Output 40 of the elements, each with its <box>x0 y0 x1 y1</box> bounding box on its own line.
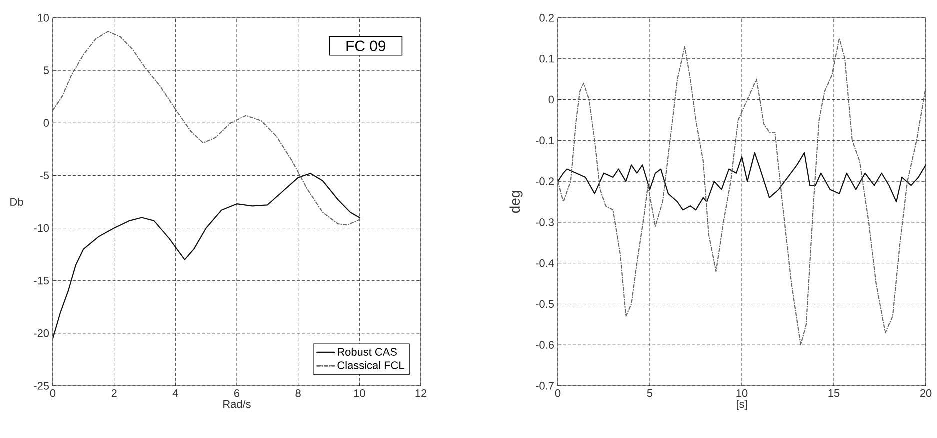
x-tick-label: 12 <box>416 390 427 398</box>
x-tick-label: 10 <box>736 390 748 398</box>
y-tick-label: 10 <box>38 14 50 22</box>
y-axis-title: deg <box>510 191 523 214</box>
y-tick-label: -25 <box>34 382 50 390</box>
y-tick-label: 5 <box>44 66 50 74</box>
x-tick-label: 10 <box>354 390 366 398</box>
y-tick-label: -0.4 <box>536 259 554 268</box>
y-tick-label: -20 <box>34 330 50 338</box>
y-tick-label: 0.2 <box>540 14 554 22</box>
y-tick-label: -0.2 <box>536 178 554 186</box>
y-tick-label: -0.1 <box>536 136 554 145</box>
x-tick-label: 0 <box>50 390 56 398</box>
legend-label: Classical FCL <box>338 361 404 370</box>
line-series <box>558 38 926 346</box>
x-axis-title: [s] <box>737 400 748 410</box>
x-tick-label: 0 <box>555 390 561 398</box>
y-tick-label: -15 <box>34 277 50 285</box>
x-tick-label: 8 <box>296 390 301 398</box>
x-tick-label: 4 <box>172 390 178 398</box>
line-series <box>53 173 360 340</box>
x-tick-label: 15 <box>828 390 840 398</box>
y-tick-label: -0.6 <box>536 341 554 349</box>
x-tick-label: 20 <box>920 390 932 398</box>
y-tick-label: 0 <box>44 119 50 128</box>
line-series <box>558 152 926 211</box>
y-tick-label: 0.1 <box>540 55 554 63</box>
y-tick-label: -5 <box>40 172 50 180</box>
annotation: FC 09 <box>346 40 386 52</box>
y-tick-label: 0 <box>548 96 554 104</box>
y-tick-label: -0.3 <box>536 218 554 226</box>
x-tick-label: 6 <box>234 390 240 398</box>
x-tick-label: 2 <box>112 390 117 398</box>
x-tick-label: 5 <box>647 390 653 398</box>
x-axis-title: Rad/s <box>224 400 251 408</box>
y-tick-label: -0.7 <box>536 382 554 390</box>
y-tick-label: -0.5 <box>536 300 554 308</box>
legend-label: Robust CAS <box>338 348 397 356</box>
y-axis-title: Db <box>10 198 24 206</box>
y-tick-label: -10 <box>34 224 50 232</box>
